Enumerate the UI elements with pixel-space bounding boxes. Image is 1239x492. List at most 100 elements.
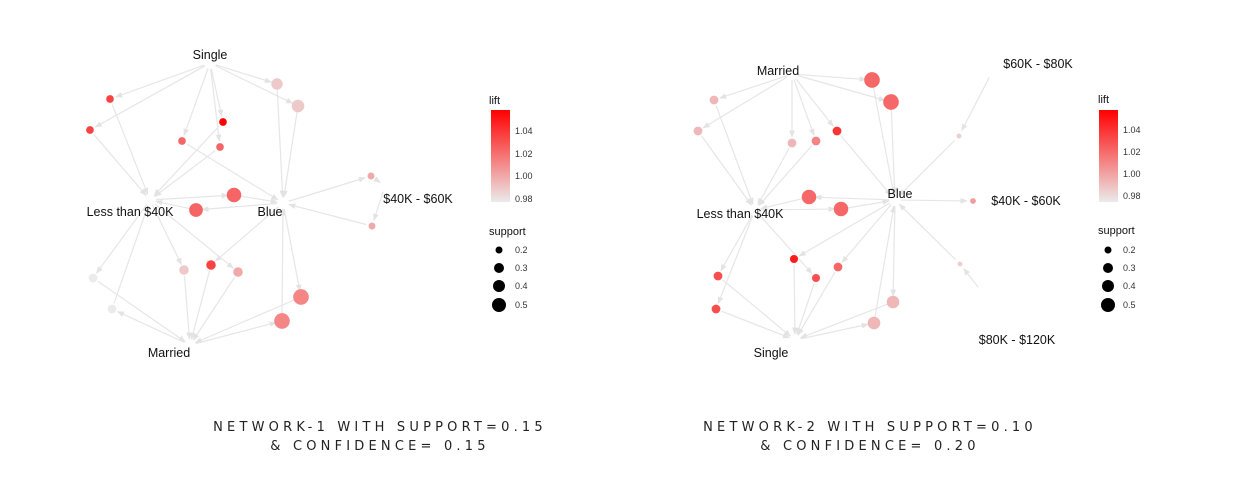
rule-node	[179, 265, 189, 275]
rule-edge	[795, 78, 834, 127]
network-2-legend: lift 1.04 1.02 1.00 0.98 support 0.2 0.3…	[1098, 94, 1141, 312]
rule-edge	[93, 134, 147, 196]
network-2-edges	[701, 73, 990, 340]
rule-edge	[155, 199, 191, 210]
rule-edge	[186, 143, 279, 201]
support-legend-dot	[1104, 246, 1112, 254]
network-1-edges	[93, 64, 384, 345]
lift-tick: 0.98	[515, 194, 533, 204]
rule-edge	[758, 145, 813, 207]
rule-edge	[720, 214, 753, 272]
network-2-item-labels: Married $60K - $80K Blue $40K - $60K Les…	[697, 57, 1074, 360]
rule-node	[711, 304, 721, 314]
item-label-married: Married	[757, 64, 799, 78]
rule-node	[867, 316, 881, 330]
rule-edge	[154, 203, 234, 269]
item-label-less-than-40k: Less than $40K	[697, 207, 785, 221]
rule-node	[216, 143, 224, 151]
network-2-caption: NETWORK-2 WITH SUPPORT=0.10 & CONFIDENCE…	[540, 418, 1200, 456]
support-legend-dot	[493, 280, 505, 292]
lift-tick: 1.00	[515, 171, 533, 181]
rule-edge	[961, 77, 990, 132]
rule-node	[274, 313, 290, 329]
rule-edge	[758, 214, 813, 275]
rule-edge	[183, 68, 209, 137]
rule-edge	[190, 270, 211, 340]
rule-node	[811, 273, 821, 283]
rule-edge	[201, 202, 278, 212]
network-1-rule-nodes	[86, 78, 376, 329]
rule-edge	[288, 203, 367, 226]
support-legend-dot	[1103, 263, 1113, 273]
rule-edge	[153, 125, 220, 197]
rule-node	[957, 261, 963, 267]
rule-node	[883, 94, 899, 110]
rule-edge	[183, 275, 192, 340]
rule-edge	[722, 279, 791, 337]
rule-node	[833, 201, 849, 217]
caption-line: & CONFIDENCE= 0.15	[270, 439, 490, 454]
rule-edge	[840, 135, 892, 196]
rule-node	[789, 254, 799, 264]
rule-node	[88, 273, 98, 283]
rule-node	[206, 260, 216, 270]
rule-edge	[900, 197, 968, 204]
rule-edge	[154, 150, 216, 197]
rule-node	[107, 304, 117, 314]
caption-line: & CONFIDENCE= 0.20	[760, 439, 980, 454]
rule-node	[713, 271, 723, 281]
rule-edge	[841, 204, 892, 263]
lift-color-bar	[491, 110, 510, 202]
lift-legend-title: lift	[489, 95, 500, 107]
support-tick: 0.4	[1123, 281, 1136, 291]
network-1-item-labels: Single Less than $40K Blue $40K - $60K M…	[87, 48, 454, 360]
rule-node	[693, 126, 703, 136]
rule-edge	[152, 205, 182, 266]
rule-edge	[215, 206, 279, 262]
rule-edge	[846, 199, 890, 209]
rule-node	[970, 198, 976, 204]
rule-node	[367, 172, 375, 180]
rule-edge	[114, 64, 205, 98]
lift-tick: 1.02	[1123, 147, 1141, 157]
support-legend-dot	[1101, 298, 1115, 312]
rule-edge	[701, 135, 752, 206]
rule-node	[864, 72, 880, 88]
rule-node	[787, 138, 797, 148]
rule-edge	[702, 76, 788, 129]
rule-edge	[96, 204, 147, 274]
support-legend-title: support	[1098, 225, 1135, 237]
rule-node	[219, 118, 227, 126]
rule-edge	[373, 176, 381, 184]
rule-node	[811, 136, 821, 146]
rule-edge	[800, 322, 869, 340]
rule-edge	[898, 203, 957, 261]
rule-edge	[210, 68, 222, 142]
rule-edge	[195, 321, 277, 345]
rule-edge	[97, 280, 186, 343]
caption-line: NETWORK-1 WITH SUPPORT=0.15	[213, 420, 547, 435]
lift-color-bar	[1099, 110, 1118, 202]
rule-edge	[814, 194, 890, 201]
item-label-single: Single	[754, 346, 789, 360]
rule-node	[106, 95, 114, 103]
network-1-legend: lift 1.04 1.02 1.00 0.98 support 0.2 0.3…	[489, 95, 533, 312]
item-label-single: Single	[193, 48, 228, 62]
rule-edge	[283, 208, 302, 292]
caption-line: NETWORK-2 WITH SUPPORT=0.10	[703, 420, 1037, 435]
rule-edge	[890, 107, 898, 195]
rule-node	[226, 187, 242, 203]
rule-edge	[872, 85, 896, 195]
rule-node	[86, 126, 94, 134]
rule-edge	[215, 65, 294, 104]
item-label-80k-120k: $80K - $120K	[979, 333, 1056, 347]
rule-edge	[715, 105, 754, 206]
rule-edge	[874, 205, 896, 318]
rule-edge	[111, 104, 149, 196]
rule-edge	[155, 192, 229, 201]
item-label-less-than-40k: Less than $40K	[87, 205, 175, 219]
support-legend-dot	[494, 263, 504, 273]
rule-edge	[796, 283, 815, 335]
support-tick: 0.2	[1123, 245, 1136, 255]
item-label-40k-60k: $40K - $60K	[383, 192, 453, 206]
